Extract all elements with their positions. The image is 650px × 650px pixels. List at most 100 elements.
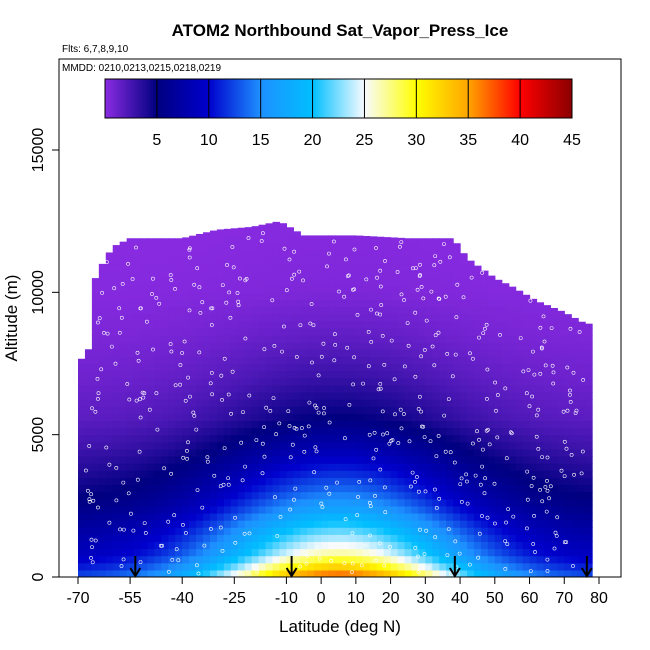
heatmap-cell	[154, 270, 162, 279]
heatmap-cell	[182, 555, 190, 564]
heatmap-cell	[223, 235, 232, 244]
heatmap-cell	[265, 498, 274, 507]
heatmap-cell	[175, 427, 183, 436]
heatmap-cell	[140, 505, 149, 514]
heatmap-cell	[307, 327, 315, 336]
heatmap-cell	[348, 541, 357, 550]
heatmap-cell	[557, 555, 565, 564]
heatmap-cell	[98, 406, 107, 414]
heatmap-cell	[182, 434, 190, 443]
heatmap-cell	[557, 548, 565, 557]
heatmap-cell	[404, 456, 413, 464]
heatmap-cell	[432, 427, 440, 436]
heatmap-cell	[446, 484, 454, 493]
heatmap-cell	[244, 263, 253, 272]
heatmap-cell	[529, 306, 538, 315]
heatmap-cell	[529, 427, 538, 436]
heatmap-cell	[487, 420, 496, 429]
heatmap-cell	[453, 406, 461, 414]
heatmap-cell	[279, 349, 287, 357]
heatmap-cell	[439, 534, 447, 543]
heatmap-cell	[376, 356, 385, 365]
observation-point	[374, 311, 379, 316]
heatmap-cell	[335, 235, 343, 244]
heatmap-cell	[362, 292, 371, 301]
heatmap-cell	[161, 555, 169, 564]
heatmap-cell	[348, 456, 357, 464]
heatmap-cell	[196, 356, 204, 365]
heatmap-cell	[119, 263, 128, 272]
heatmap-cell	[362, 534, 371, 543]
heatmap-cell	[341, 363, 350, 372]
heatmap-cell	[557, 384, 565, 393]
observation-point	[446, 527, 451, 532]
heatmap-cell	[300, 349, 308, 357]
heatmap-cell	[251, 228, 260, 236]
heatmap-cell	[557, 562, 565, 571]
heatmap-cell	[154, 342, 162, 350]
heatmap-cell	[397, 512, 406, 521]
heatmap-cell	[411, 391, 419, 400]
heatmap-cells	[78, 221, 593, 577]
heatmap-cell	[105, 470, 114, 478]
observation-point	[562, 439, 567, 444]
heatmap-cell	[105, 562, 114, 571]
heatmap-cell	[175, 313, 183, 322]
heatmap-cell	[189, 306, 197, 315]
heatmap-cell	[314, 456, 322, 464]
heatmap-cell	[501, 384, 510, 393]
heatmap-cell	[543, 548, 551, 557]
heatmap-cell	[536, 413, 545, 422]
heatmap-cell	[216, 427, 225, 436]
heatmap-cell	[293, 548, 301, 557]
heatmap-cell	[522, 484, 531, 493]
heatmap-cell	[564, 555, 572, 564]
heatmap-cell	[425, 377, 433, 386]
heatmap-cell	[376, 463, 385, 471]
heatmap-cell	[355, 377, 364, 386]
heatmap-cell	[335, 313, 343, 322]
heatmap-cell	[78, 512, 86, 521]
heatmap-cell	[147, 349, 156, 357]
heatmap-cell	[480, 391, 489, 400]
heatmap-cell	[126, 456, 135, 464]
x-tick-label: 20	[382, 590, 400, 607]
heatmap-cell	[91, 278, 100, 286]
heatmap-cell	[216, 555, 225, 564]
heatmap-cell	[453, 527, 461, 535]
heatmap-cell	[425, 541, 433, 550]
heatmap-cell	[286, 448, 294, 457]
heatmap-cell	[328, 377, 336, 386]
observation-point	[275, 534, 280, 538]
heatmap-cell	[460, 434, 468, 443]
heatmap-cell	[91, 441, 100, 450]
heatmap-cell	[543, 456, 551, 464]
observation-point	[503, 386, 508, 391]
heatmap-cell	[307, 242, 315, 251]
heatmap-cell	[300, 263, 308, 272]
observation-point	[130, 277, 135, 281]
heatmap-cell	[564, 463, 572, 471]
observation-point	[320, 505, 325, 509]
heatmap-cell	[279, 456, 287, 464]
heatmap-cell	[265, 463, 274, 471]
heatmap-cell	[189, 256, 197, 265]
heatmap-cell	[390, 377, 399, 386]
heatmap-cell	[133, 263, 142, 272]
heatmap-cell	[307, 555, 315, 564]
observation-point	[229, 411, 234, 416]
heatmap-cell	[161, 377, 169, 386]
heatmap-cell	[585, 541, 593, 550]
heatmap-cell	[411, 413, 419, 422]
heatmap-cell	[348, 377, 357, 386]
heatmap-cell	[272, 463, 281, 471]
observation-point	[322, 406, 327, 410]
heatmap-cell	[439, 463, 447, 471]
observation-point	[242, 531, 247, 536]
heatmap-cell	[571, 335, 579, 343]
heatmap-cell	[279, 534, 287, 543]
heatmap-cell	[203, 562, 211, 571]
heatmap-cell	[341, 548, 350, 557]
heatmap-cell	[279, 527, 287, 535]
